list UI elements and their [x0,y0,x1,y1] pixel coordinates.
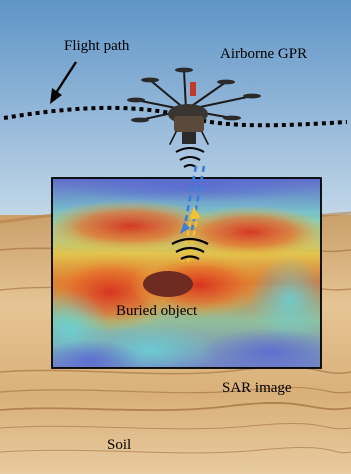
sar-image-label: SAR image [222,380,292,396]
buried-object-shape [143,271,193,297]
sar-image [52,178,321,368]
airborne-gpr-label: Airborne GPR [220,46,308,62]
soil-label: Soil [107,437,132,453]
buried-object-label: Buried object [116,303,198,319]
flight-path-line [3,105,348,128]
signal-arrow-up [190,206,200,220]
drone-icon [127,67,261,145]
reflection-wave-icon [171,237,209,260]
sar-image-frame [51,177,322,369]
signal-arrow-down [180,222,190,234]
flight-path-arrow [50,61,78,104]
signal-path-blue [182,165,206,231]
flight-path-label: Flight path [64,38,130,54]
signal-path-yellow [180,213,200,263]
